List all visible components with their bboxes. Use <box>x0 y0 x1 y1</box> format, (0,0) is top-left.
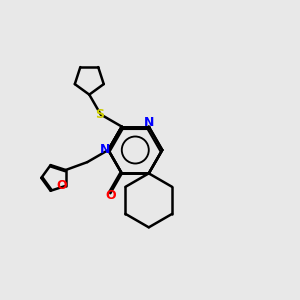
Text: O: O <box>57 179 67 192</box>
Text: N: N <box>144 116 154 129</box>
Text: N: N <box>99 143 110 157</box>
Text: O: O <box>105 189 116 202</box>
Text: S: S <box>95 108 104 121</box>
